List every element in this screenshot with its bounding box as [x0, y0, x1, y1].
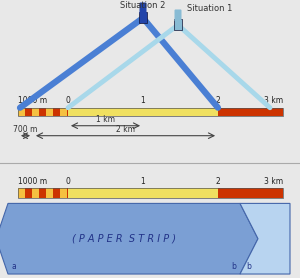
Bar	[60, 188, 67, 198]
Text: a: a	[12, 262, 17, 271]
Bar	[46, 108, 53, 116]
Bar	[46, 188, 53, 198]
Text: Situation 2: Situation 2	[120, 1, 166, 10]
Text: 1 km: 1 km	[96, 115, 115, 124]
Bar	[68, 188, 218, 198]
Text: 2 km: 2 km	[116, 125, 135, 134]
Text: 1000 m: 1000 m	[18, 177, 47, 185]
Text: 1000 m: 1000 m	[18, 96, 47, 105]
Bar	[18, 188, 283, 198]
Text: 3 km: 3 km	[264, 96, 283, 105]
Text: 0: 0	[66, 177, 70, 185]
Bar	[68, 108, 218, 116]
Bar	[18, 188, 283, 198]
Text: b: b	[246, 262, 251, 271]
Text: 0: 0	[66, 96, 70, 105]
Bar	[32, 108, 39, 116]
Bar	[60, 108, 67, 116]
Text: 3 km: 3 km	[264, 177, 283, 185]
FancyBboxPatch shape	[175, 9, 182, 21]
FancyBboxPatch shape	[139, 13, 147, 23]
Text: Situation 1: Situation 1	[187, 4, 233, 13]
Text: b: b	[231, 262, 236, 271]
Bar	[18, 108, 283, 116]
Text: 2: 2	[216, 177, 220, 185]
Text: ( P A P E R  S T R I P ): ( P A P E R S T R I P )	[72, 234, 176, 244]
Bar	[32, 188, 39, 198]
FancyBboxPatch shape	[174, 19, 182, 30]
Text: 700 m: 700 m	[13, 125, 38, 134]
Bar	[18, 108, 25, 116]
Text: 2: 2	[216, 96, 220, 105]
Polygon shape	[0, 203, 258, 274]
Bar	[18, 188, 25, 198]
Polygon shape	[240, 203, 290, 274]
FancyBboxPatch shape	[140, 3, 146, 14]
Text: 1: 1	[141, 177, 146, 185]
Text: 1: 1	[141, 96, 146, 105]
Bar	[18, 108, 283, 116]
